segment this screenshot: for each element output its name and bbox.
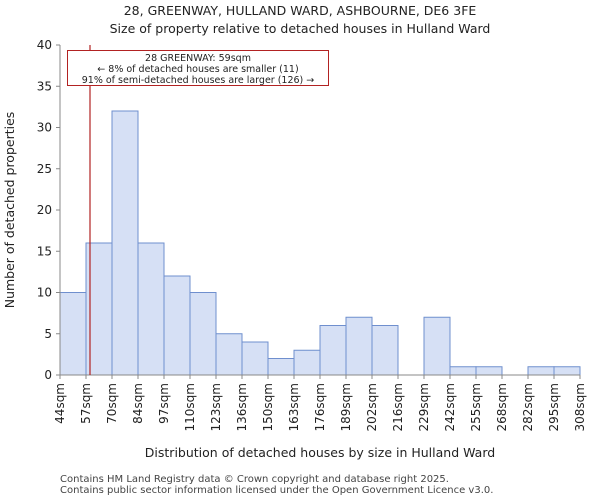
x-tick-label: 97sqm (157, 383, 171, 424)
x-tick-label: 189sqm (339, 383, 353, 431)
y-tick-label: 0 (44, 368, 52, 382)
x-tick-label: 229sqm (417, 383, 431, 431)
x-tick-label: 282sqm (521, 383, 535, 431)
y-tick-label: 25 (37, 162, 52, 176)
y-tick-label: 15 (37, 244, 52, 258)
x-tick-label: 202sqm (365, 383, 379, 431)
histogram-bar (163, 275, 191, 376)
x-tick-label: 136sqm (235, 383, 249, 431)
x-tick-label: 150sqm (261, 383, 275, 431)
histogram-bar (371, 325, 399, 376)
footer-licence: Contains public sector information licen… (60, 485, 494, 496)
histogram-bar (553, 366, 581, 376)
histogram-bar (293, 349, 321, 376)
x-tick-label: 123sqm (209, 383, 223, 431)
x-axis-title: Distribution of detached houses by size … (145, 445, 495, 460)
y-tick-label: 35 (37, 79, 52, 93)
x-tick-label: 255sqm (469, 383, 483, 431)
annotation-line-1: 28 GREENWAY: 59sqm (145, 53, 251, 64)
histogram-bar (475, 366, 503, 376)
histogram-bar (111, 110, 139, 376)
property-annotation-box: 28 GREENWAY: 59sqm ← 8% of detached hous… (67, 50, 329, 86)
x-tick-label: 216sqm (391, 383, 405, 431)
histogram-bar (59, 292, 87, 376)
x-tick-label: 84sqm (131, 383, 145, 424)
histogram-bar (449, 366, 477, 376)
x-tick-label: 295sqm (547, 383, 561, 431)
x-tick-label: 110sqm (183, 383, 197, 431)
footer-copyright: Contains HM Land Registry data © Crown c… (60, 474, 449, 485)
histogram-bar (527, 366, 555, 376)
annotation-line-2: ← 8% of detached houses are smaller (11) (97, 64, 299, 75)
x-tick-label: 57sqm (79, 383, 93, 424)
annotation-line-3: 91% of semi-detached houses are larger (… (81, 75, 315, 86)
x-tick-label: 308sqm (573, 383, 587, 431)
histogram-bar (319, 325, 347, 376)
x-tick-label: 44sqm (53, 383, 67, 424)
histogram-bar (215, 333, 243, 376)
y-axis-title: Number of detached properties (2, 112, 17, 309)
y-tick-label: 40 (37, 38, 52, 52)
x-tick-label: 70sqm (105, 383, 119, 424)
histogram-bar (241, 341, 269, 376)
y-tick-label: 5 (44, 327, 52, 341)
histogram-bar (189, 292, 217, 376)
x-tick-label: 176sqm (313, 383, 327, 431)
histogram-bar (267, 358, 295, 376)
x-tick-label: 163sqm (287, 383, 301, 431)
chart-title-line2: Size of property relative to detached ho… (109, 21, 491, 36)
y-tick-label: 20 (37, 203, 52, 217)
x-tick-label: 268sqm (495, 383, 509, 431)
x-tick-label: 242sqm (443, 383, 457, 431)
y-tick-label: 10 (37, 286, 52, 300)
chart-title-line1: 28, GREENWAY, HULLAND WARD, ASHBOURNE, D… (123, 3, 477, 18)
y-tick-label: 30 (37, 121, 52, 135)
histogram-bar (423, 316, 451, 376)
histogram-bar (137, 242, 165, 376)
histogram-bar (345, 316, 373, 376)
